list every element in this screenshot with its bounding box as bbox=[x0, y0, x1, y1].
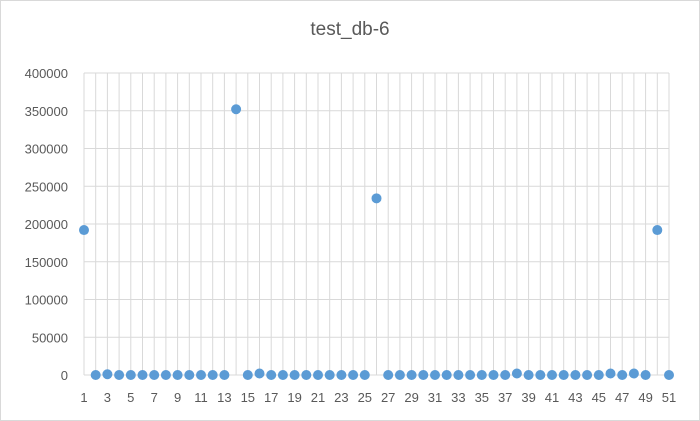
data-point bbox=[125, 370, 136, 380]
data-point bbox=[570, 370, 581, 380]
data-point bbox=[488, 370, 499, 380]
data-point bbox=[617, 370, 628, 380]
x-tick-label: 11 bbox=[194, 390, 208, 405]
data-point bbox=[394, 370, 405, 380]
data-point bbox=[535, 370, 546, 380]
x-tick-label: 5 bbox=[127, 390, 134, 405]
data-point bbox=[196, 370, 206, 380]
x-tick-label: 31 bbox=[428, 390, 442, 405]
data-point bbox=[289, 370, 300, 380]
data-point bbox=[336, 370, 347, 380]
data-point bbox=[558, 370, 569, 380]
data-point bbox=[137, 370, 148, 380]
data-point bbox=[593, 370, 604, 380]
x-tick-label: 15 bbox=[241, 390, 255, 405]
data-point bbox=[628, 368, 639, 379]
data-point bbox=[313, 370, 323, 380]
data-point bbox=[664, 370, 674, 380]
data-point bbox=[254, 368, 265, 379]
y-tick-label: 200000 bbox=[25, 217, 68, 232]
y-tick-label: 300000 bbox=[25, 142, 68, 157]
data-point bbox=[418, 370, 429, 380]
x-tick-label: 21 bbox=[311, 390, 325, 405]
data-point bbox=[476, 370, 487, 380]
x-tick-label: 7 bbox=[151, 390, 158, 405]
x-tick-label: 9 bbox=[174, 390, 181, 405]
data-point bbox=[324, 370, 335, 380]
data-point bbox=[406, 370, 417, 380]
x-tick-label: 29 bbox=[404, 390, 418, 405]
x-tick-label: 43 bbox=[568, 390, 582, 405]
x-tick-label: 25 bbox=[358, 390, 372, 405]
y-tick-label: 50000 bbox=[32, 330, 68, 345]
data-point bbox=[652, 225, 663, 236]
x-tick-label: 3 bbox=[104, 390, 111, 405]
data-point bbox=[90, 370, 101, 380]
y-tick-label: 350000 bbox=[25, 104, 68, 119]
data-point bbox=[441, 370, 452, 380]
x-tick-label: 13 bbox=[217, 390, 231, 405]
data-point bbox=[79, 225, 89, 236]
data-point bbox=[500, 370, 511, 380]
x-tick-label: 27 bbox=[381, 390, 395, 405]
x-tick-label: 17 bbox=[264, 390, 278, 405]
y-tick-label: 400000 bbox=[25, 66, 68, 81]
x-tick-label: 41 bbox=[545, 390, 559, 405]
x-tick-label: 47 bbox=[615, 390, 629, 405]
data-point bbox=[511, 368, 522, 379]
x-tick-label: 1 bbox=[80, 390, 87, 405]
x-tick-label: 51 bbox=[662, 390, 676, 405]
data-point bbox=[348, 370, 359, 380]
data-point bbox=[149, 370, 160, 380]
data-point bbox=[605, 368, 616, 379]
data-point bbox=[383, 370, 394, 380]
data-point bbox=[219, 370, 230, 380]
data-point bbox=[359, 370, 370, 380]
data-point bbox=[430, 370, 440, 380]
y-tick-label: 0 bbox=[61, 368, 68, 383]
x-tick-label: 35 bbox=[475, 390, 489, 405]
y-tick-label: 100000 bbox=[25, 293, 68, 308]
data-point bbox=[184, 370, 195, 380]
data-point bbox=[453, 370, 464, 380]
x-tick-label: 23 bbox=[334, 390, 348, 405]
x-tick-label: 19 bbox=[287, 390, 301, 405]
y-tick-label: 250000 bbox=[25, 179, 68, 194]
x-tick-label: 37 bbox=[498, 390, 512, 405]
x-tick-label: 49 bbox=[638, 390, 652, 405]
data-point bbox=[371, 193, 382, 204]
data-point bbox=[114, 370, 125, 380]
data-point bbox=[172, 370, 183, 380]
x-tick-label: 39 bbox=[521, 390, 535, 405]
data-point bbox=[266, 370, 277, 380]
data-point bbox=[102, 369, 113, 380]
data-point bbox=[231, 104, 242, 115]
chart-title: test_db-6 bbox=[310, 19, 390, 40]
data-point bbox=[523, 370, 534, 380]
data-point bbox=[547, 370, 557, 380]
x-tick-label: 45 bbox=[592, 390, 606, 405]
data-point bbox=[207, 370, 218, 380]
x-tick-label: 33 bbox=[451, 390, 465, 405]
data-point bbox=[582, 370, 593, 380]
data-point bbox=[301, 370, 312, 380]
y-tick-label: 150000 bbox=[25, 255, 68, 270]
data-point bbox=[640, 370, 651, 380]
data-point bbox=[242, 370, 253, 380]
data-point bbox=[160, 370, 171, 380]
data-point bbox=[277, 370, 288, 380]
data-point bbox=[465, 370, 476, 380]
